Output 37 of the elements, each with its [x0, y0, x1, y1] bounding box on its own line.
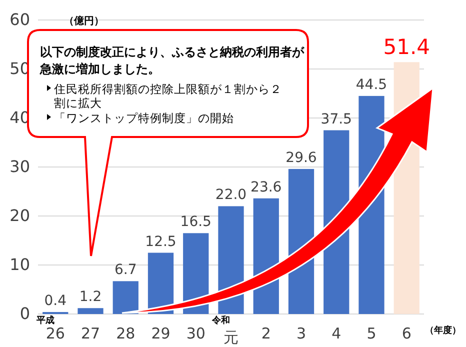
x-axis-title: （年度）	[425, 325, 461, 336]
data-label: 37.5	[320, 111, 352, 128]
text: 平成	[36, 315, 55, 326]
bar	[112, 281, 138, 314]
x-tick-label: 27	[80, 324, 100, 343]
x-tick-label: 29	[151, 324, 170, 343]
data-label: 0.4	[44, 293, 67, 310]
y-tick-label: 0	[20, 304, 30, 324]
y-axis-title: （億円）	[64, 15, 104, 27]
x-tick-label: 4	[332, 324, 342, 343]
bar	[148, 252, 174, 314]
data-label: 16.5	[180, 214, 212, 230]
y-tick-label: 30	[10, 157, 30, 176]
bar	[78, 308, 104, 314]
annotation: 以下の制度改正により、ふるさと納税の利用者が急激に増加しました。	[39, 45, 305, 76]
x-tick-label: 28	[116, 324, 136, 343]
x-tick-label: 5	[366, 324, 376, 343]
data-label: 23.6	[250, 179, 282, 196]
y-tick-label: 20	[10, 206, 30, 226]
data-label: 6.7	[114, 262, 137, 278]
text: 令和	[211, 315, 230, 326]
x-tick-label: 26	[46, 324, 65, 343]
x-tick-label: 2	[261, 324, 271, 343]
x-tick-label: 30	[186, 324, 206, 343]
data-label: 29.6	[286, 150, 317, 166]
y-tick-label: 60	[10, 10, 30, 30]
x-tick-label: 3	[296, 324, 306, 343]
data-label: 51.4	[383, 35, 430, 60]
annotation: 住民税所得割額の控除上限額が１割から２割に拡大	[53, 82, 282, 110]
y-tick-label: 10	[10, 255, 30, 274]
data-label: 22.0	[215, 187, 247, 204]
data-label: 44.5	[356, 76, 388, 93]
data-label: 12.5	[145, 234, 176, 250]
x-tick-label: 元	[224, 328, 238, 346]
data-label: 1.2	[79, 289, 102, 306]
annotation: 「ワンストップ特例制度」の開始	[54, 111, 234, 125]
x-tick-label: 6	[402, 324, 412, 343]
